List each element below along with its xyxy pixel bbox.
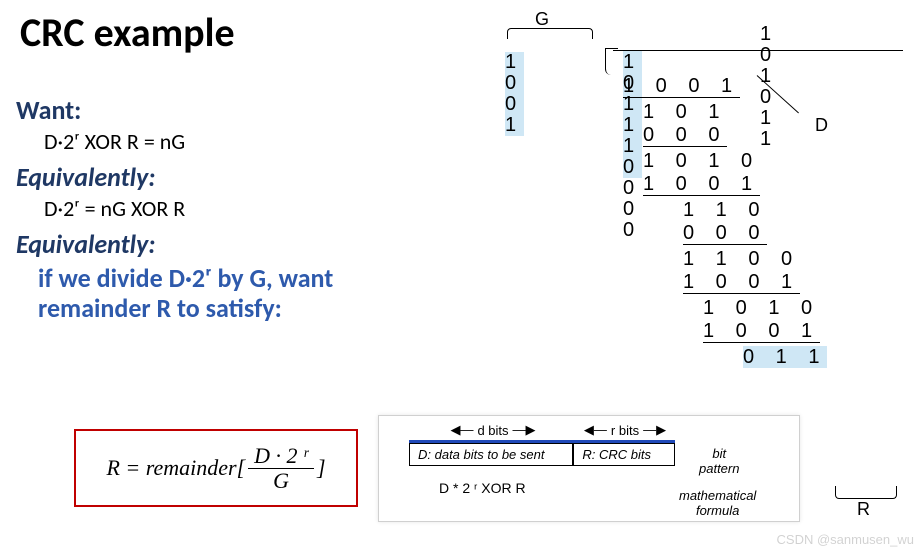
divisor: 1 0 0 1 xyxy=(505,52,524,136)
dividend-data-bits: 1 0 1 1 1 0 xyxy=(623,51,642,178)
division-step: 1 0 0 1 xyxy=(683,272,800,294)
division-step: 0 0 0 xyxy=(683,223,767,245)
want-heading: Want: xyxy=(16,94,476,126)
formula-rhs: ] xyxy=(317,455,326,481)
g-label: G xyxy=(535,10,549,29)
division-step: 0 0 0 xyxy=(643,125,727,147)
division-rule xyxy=(613,50,903,51)
formula-fraction: D · 2 ʳ G xyxy=(248,444,314,491)
right-arrow-icon: —▶ xyxy=(513,422,536,438)
side-label-bitpattern: bit pattern xyxy=(699,446,739,476)
division-step: 1 0 0 1 xyxy=(643,174,760,196)
d-bits-label: d bits xyxy=(477,423,508,438)
division-step: 1 0 1 xyxy=(643,102,727,123)
page-title: CRC example xyxy=(20,8,235,57)
equiv2-heading: Equivalently: xyxy=(16,228,476,260)
division-step: 1 0 0 1 xyxy=(623,76,740,98)
conclusion-line2: remainder R to satisfy: xyxy=(38,292,282,324)
r-label: R xyxy=(857,500,870,519)
division-remainder: 0 1 1 xyxy=(743,347,827,368)
r-brace-icon xyxy=(835,486,897,499)
d-label: D xyxy=(815,116,828,135)
explanation-block: Want: D·2ʳ XOR R = nG Equivalently: D·2ʳ… xyxy=(16,88,476,324)
division-step: 1 1 0 0 xyxy=(683,249,800,270)
division-step: 1 0 1 0 xyxy=(703,298,820,319)
right-arrow-icon: —▶ xyxy=(643,422,666,438)
cell-crc-bits: R: CRC bits xyxy=(573,443,675,466)
division-bracket-icon xyxy=(605,48,618,75)
division-step: 1 0 0 1 xyxy=(703,321,820,343)
division-step: 1 0 1 0 xyxy=(643,151,760,172)
bitpattern-cells: D: data bits to be sent R: CRC bits xyxy=(409,440,675,466)
conclusion-line1: if we divide D·2ʳ by G, want xyxy=(38,262,333,294)
want-body: D·2ʳ XOR R = nG xyxy=(44,128,476,155)
dividend-pad: 0 0 0 xyxy=(623,177,642,241)
equiv1-heading: Equivalently: xyxy=(16,161,476,193)
left-arrow-icon: ◀— xyxy=(450,422,473,438)
bit-pattern-diagram: ◀— d bits —▶ ◀— r bits —▶ D: data bits t… xyxy=(378,415,800,522)
equiv1-body: D·2ʳ = nG XOR R xyxy=(44,195,476,222)
r-bits-label: r bits xyxy=(611,423,639,438)
bitpattern-arrows: ◀— d bits —▶ ◀— r bits —▶ xyxy=(409,422,799,438)
g-brace-icon xyxy=(507,28,593,39)
left-arrow-icon: ◀— xyxy=(584,422,607,438)
formula-denominator: G xyxy=(267,469,295,492)
conclusion-text: if we divide D·2ʳ by G, want remainder R… xyxy=(38,264,476,324)
formula-lhs: R = remainder[ xyxy=(106,455,245,481)
formula-box: R = remainder[ D · 2 ʳ G ] xyxy=(74,429,358,507)
cell-data-bits: D: data bits to be sent xyxy=(409,443,573,466)
formula-numerator: D · 2 ʳ xyxy=(248,444,314,468)
watermark: CSDN @sanmusen_wu xyxy=(777,532,914,547)
division-step: 1 1 0 xyxy=(683,200,767,221)
side-label-formula: mathematical formula xyxy=(679,488,756,518)
